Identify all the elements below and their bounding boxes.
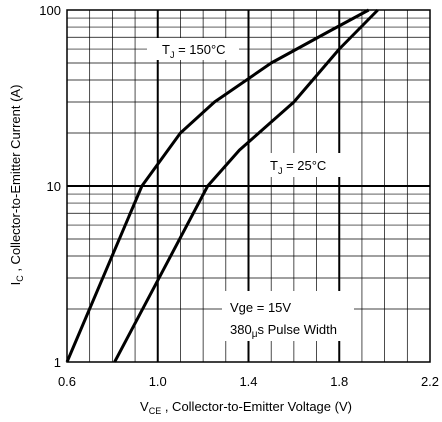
y-axis-label: IC , Collector-to-Emitter Current (A) bbox=[8, 85, 25, 286]
y-tick-label: 100 bbox=[39, 3, 61, 18]
x-tick-label: 1.0 bbox=[149, 374, 167, 389]
annotation-tj25: TJ = 25°C bbox=[270, 158, 326, 176]
x-tick-label: 2.2 bbox=[421, 374, 439, 389]
x-tick-label: 1.8 bbox=[330, 374, 348, 389]
x-tick-label: 1.4 bbox=[239, 374, 257, 389]
tick-labels: 0.6 1.0 1.4 1.8 2.2 1 10 100 bbox=[39, 3, 439, 389]
annotation-vge: Vge = 15V bbox=[230, 300, 291, 315]
grid bbox=[67, 10, 430, 362]
x-tick-label: 0.6 bbox=[58, 374, 76, 389]
annotation-pulse-width: 380μs Pulse Width bbox=[230, 322, 337, 340]
annotation-tj150: TJ = 150°C bbox=[162, 42, 226, 60]
y-tick-label: 1 bbox=[54, 355, 61, 370]
y-tick-label: 10 bbox=[47, 179, 61, 194]
plot-frame bbox=[66, 9, 431, 363]
series-layer bbox=[65, 8, 379, 363]
series-line-1 bbox=[113, 8, 379, 363]
annotation-tj25-bg bbox=[264, 153, 344, 177]
x-axis-label: VCE , Collector-to-Emitter Voltage (V) bbox=[140, 399, 352, 416]
annotation-tj150-bg bbox=[147, 38, 239, 60]
annotation-conditions-bg bbox=[222, 291, 354, 341]
series-line-0 bbox=[65, 8, 370, 363]
